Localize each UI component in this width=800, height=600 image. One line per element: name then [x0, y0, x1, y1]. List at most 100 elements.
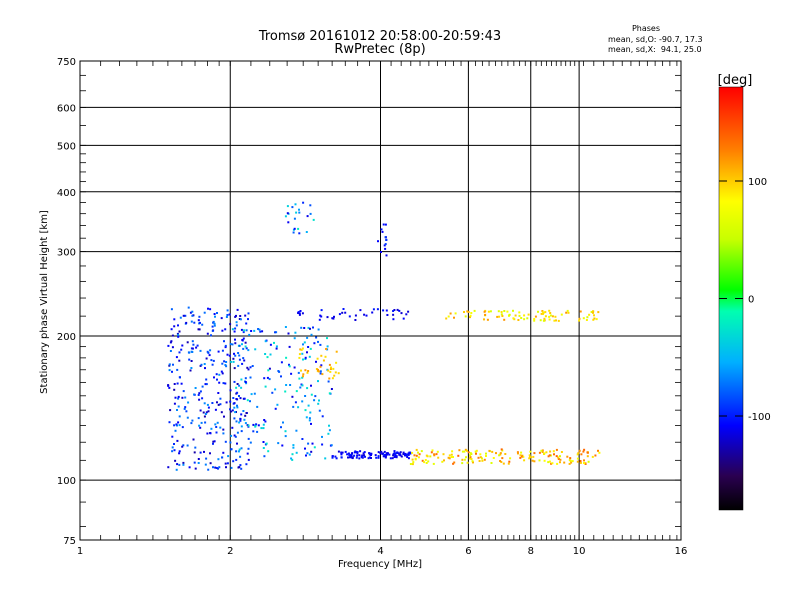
- data-point: [301, 312, 304, 315]
- data-point: [240, 447, 243, 450]
- data-point: [291, 395, 294, 398]
- data-point: [280, 375, 282, 378]
- data-point: [377, 451, 380, 454]
- data-point: [299, 310, 302, 312]
- data-point: [518, 314, 521, 317]
- data-point: [385, 309, 388, 312]
- data-point: [261, 330, 264, 333]
- data-point: [177, 333, 180, 336]
- data-point: [284, 390, 287, 393]
- data-point: [547, 455, 550, 458]
- data-point: [217, 458, 220, 461]
- data-point: [282, 421, 284, 424]
- data-point: [579, 310, 582, 313]
- data-point: [594, 454, 597, 457]
- data-point: [219, 397, 222, 400]
- data-point: [388, 453, 391, 456]
- data-point: [186, 416, 189, 419]
- data-point: [298, 312, 301, 315]
- data-point: [586, 316, 589, 319]
- data-point: [415, 448, 418, 451]
- data-point: [220, 317, 223, 320]
- data-point: [492, 457, 495, 459]
- data-point: [167, 466, 170, 469]
- data-point: [314, 395, 317, 398]
- data-point: [247, 318, 249, 321]
- data-point: [286, 212, 289, 215]
- data-point: [475, 452, 477, 455]
- data-point: [563, 461, 566, 464]
- colorbar-tick-label: -100: [748, 412, 771, 423]
- data-point: [198, 315, 201, 318]
- data-point: [320, 309, 323, 312]
- data-point: [582, 450, 585, 453]
- data-point: [206, 432, 209, 435]
- data-point: [207, 351, 210, 354]
- data-point: [522, 455, 525, 458]
- data-point: [306, 336, 309, 339]
- data-point: [307, 404, 310, 407]
- data-point: [177, 324, 179, 327]
- data-point: [209, 349, 212, 352]
- data-point: [180, 382, 183, 385]
- data-point: [233, 352, 235, 355]
- data-point: [168, 421, 171, 424]
- data-point: [321, 435, 323, 438]
- data-point: [209, 462, 212, 465]
- data-point: [206, 350, 209, 353]
- data-point: [499, 452, 502, 455]
- data-point: [576, 460, 579, 463]
- data-point: [335, 350, 338, 353]
- data-point: [223, 340, 225, 343]
- data-point: [368, 452, 371, 455]
- data-point: [237, 352, 240, 354]
- data-point: [560, 451, 563, 453]
- data-point: [233, 330, 236, 333]
- data-point: [386, 314, 389, 316]
- data-point: [403, 454, 406, 457]
- data-point: [224, 346, 227, 349]
- y-tick-label: 300: [57, 248, 76, 259]
- data-point: [196, 344, 199, 347]
- data-point: [321, 373, 324, 376]
- data-point: [247, 424, 250, 427]
- data-point: [191, 347, 194, 350]
- data-point: [239, 318, 242, 321]
- data-point: [284, 430, 287, 433]
- data-point: [382, 309, 385, 312]
- data-point: [467, 451, 470, 454]
- data-point: [177, 395, 180, 398]
- data-point: [576, 457, 579, 460]
- data-point: [310, 422, 312, 425]
- data-point: [380, 450, 383, 453]
- data-point: [450, 456, 453, 458]
- data-point: [391, 457, 394, 460]
- data-point: [397, 452, 400, 455]
- data-point: [309, 347, 312, 350]
- data-point: [204, 413, 207, 415]
- data-point: [520, 455, 523, 458]
- data-point: [180, 348, 183, 351]
- data-point: [216, 312, 218, 314]
- data-point: [469, 316, 471, 319]
- data-point: [370, 457, 372, 459]
- data-point: [313, 342, 316, 345]
- data-point: [186, 444, 189, 447]
- data-point: [185, 321, 188, 324]
- data-point: [238, 318, 241, 320]
- data-point: [328, 392, 331, 395]
- data-point: [500, 311, 503, 313]
- data-point: [201, 397, 204, 400]
- data-point: [320, 364, 323, 367]
- data-point: [549, 314, 552, 317]
- data-point: [316, 370, 319, 373]
- data-point: [230, 410, 233, 413]
- data-point: [229, 441, 232, 444]
- data-point: [229, 323, 232, 326]
- data-point: [324, 457, 327, 460]
- data-point: [232, 357, 235, 360]
- data-point: [280, 426, 282, 429]
- data-point: [307, 442, 310, 445]
- data-point: [178, 463, 181, 466]
- data-point: [385, 239, 388, 241]
